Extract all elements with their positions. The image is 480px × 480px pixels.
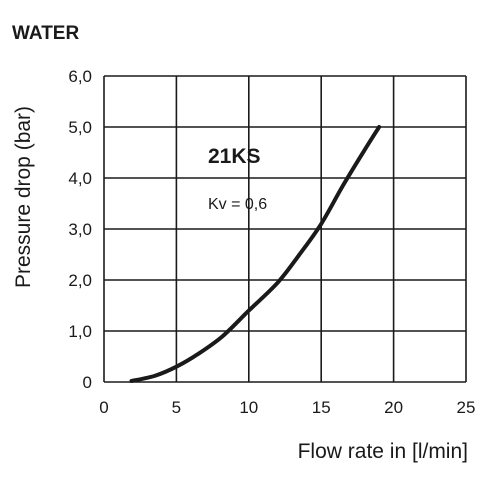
series-line	[129, 125, 382, 383]
tick-labels: 0 5 10 15 20 25 0 1,0 2,0 3,0 4,0 5,0 6,0	[68, 67, 475, 417]
y-tick-label: 6,0	[68, 67, 92, 86]
y-tick-label: 2,0	[68, 271, 92, 290]
x-tick-label: 0	[99, 398, 108, 417]
x-tick-label: 10	[239, 398, 258, 417]
x-tick-label: 15	[312, 398, 331, 417]
y-tick-label: 1,0	[68, 322, 92, 341]
x-axis-title: Flow rate in [l/min]	[298, 440, 468, 463]
y-axis-title: Pressure drop (bar)	[12, 106, 35, 288]
grid	[103, 75, 467, 383]
series	[129, 125, 382, 383]
y-tick-label: 5,0	[68, 118, 92, 137]
model-label: 21KS	[208, 145, 261, 168]
kv-label: Kv = 0,6	[208, 196, 267, 213]
chart-title: WATER	[12, 23, 79, 44]
x-tick-label: 20	[384, 398, 403, 417]
y-tick-label: 3,0	[68, 220, 92, 239]
y-tick-label: 4,0	[68, 169, 92, 188]
x-tick-label: 5	[172, 398, 181, 417]
x-tick-label: 25	[457, 398, 476, 417]
y-tick-label: 0	[83, 373, 92, 392]
